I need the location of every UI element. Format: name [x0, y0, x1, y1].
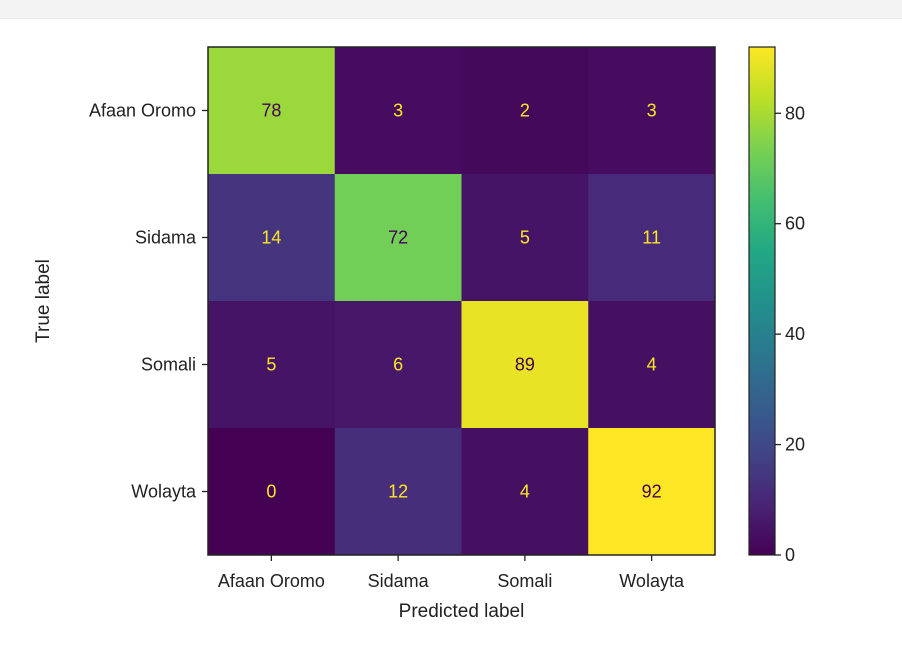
cell-value-label: 5	[266, 355, 276, 375]
y-axis-label: True label	[33, 259, 54, 343]
matrix-cell	[461, 47, 589, 175]
y-tick-label: Somali	[141, 355, 196, 375]
matrix-cell	[334, 428, 462, 556]
colorbar-ticks: 0 20 40 60 80	[775, 103, 805, 565]
y-tick-label: Afaan Oromo	[89, 101, 196, 121]
x-tick-label: Somali	[497, 571, 552, 591]
colorbar-tick-label: 40	[785, 324, 805, 344]
cell-value-label: 78	[261, 101, 281, 121]
matrix-cell	[588, 428, 716, 556]
colorbar-tick-label: 20	[785, 435, 805, 455]
matrix-cell	[334, 174, 462, 302]
x-tick-label: Sidama	[368, 571, 430, 591]
matrix-cell	[588, 174, 716, 302]
matrix-cell	[208, 47, 336, 175]
cell-value-label: 5	[520, 228, 530, 248]
colorbar-tick-label: 0	[785, 545, 795, 565]
cell-value-label: 4	[647, 355, 657, 375]
matrix-cell	[461, 428, 589, 556]
matrix-cell	[208, 174, 336, 302]
matrix-cell	[461, 174, 589, 302]
y-tick-label: Sidama	[135, 228, 197, 248]
matrix-cell	[334, 47, 462, 175]
cell-value-label: 2	[520, 101, 530, 121]
matrix-cells: 78 3 2 3 14 72 5 11 5 6 89 4 0 12 4 92	[208, 47, 716, 556]
colorbar-tick-label: 60	[785, 214, 805, 234]
cell-value-label: 72	[388, 228, 408, 248]
cell-value-label: 3	[393, 101, 403, 121]
colorbar-tick-label: 80	[785, 103, 805, 123]
matrix-cell	[588, 301, 716, 429]
cell-value-label: 14	[261, 228, 281, 248]
plot-frame	[207, 46, 716, 556]
cell-value-label: 6	[393, 355, 403, 375]
cell-value-label: 0	[266, 482, 276, 502]
x-axis-ticks: Afaan Oromo Sidama Somali Wolayta	[218, 555, 685, 591]
cell-value-label: 12	[388, 482, 408, 502]
y-axis-ticks: Afaan Oromo Sidama Somali Wolayta	[89, 101, 208, 502]
y-tick-label: Wolayta	[131, 482, 197, 502]
x-axis-label: Predicted label	[399, 601, 525, 622]
cell-value-label: 89	[515, 355, 535, 375]
cell-value-label: 92	[642, 482, 662, 502]
matrix-cell	[208, 301, 336, 429]
matrix-cell	[208, 428, 336, 556]
matrix-cell	[334, 301, 462, 429]
x-tick-label: Wolayta	[619, 571, 685, 591]
cell-value-label: 3	[647, 101, 657, 121]
notebook-output-top-bar	[0, 0, 902, 19]
x-tick-label: Afaan Oromo	[218, 571, 325, 591]
matrix-cell	[461, 301, 589, 429]
cell-value-label: 11	[642, 228, 661, 248]
cell-value-label: 4	[520, 482, 530, 502]
matrix-cell	[588, 47, 716, 175]
colorbar	[748, 46, 776, 556]
